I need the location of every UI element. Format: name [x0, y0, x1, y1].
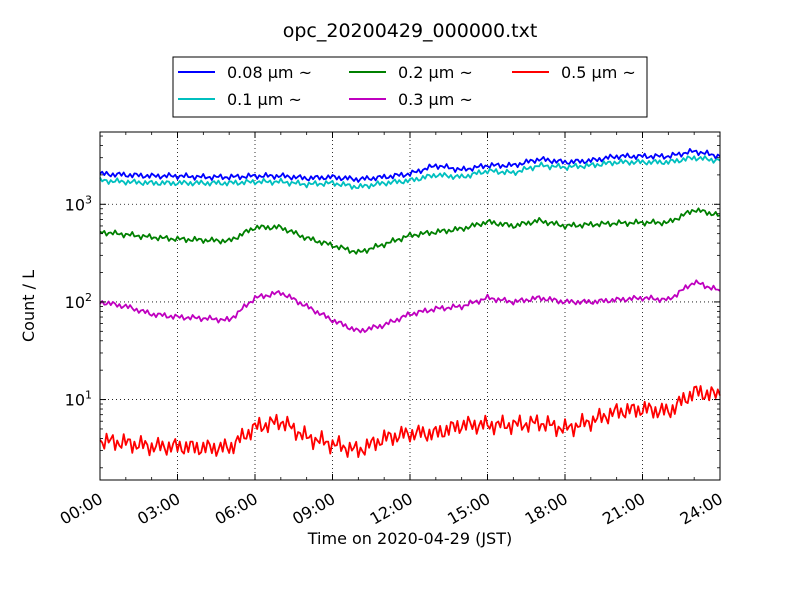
series-line-2 [99, 155, 721, 190]
series-line-1 [99, 147, 721, 183]
series-line-5 [99, 385, 721, 459]
series-line-3 [99, 207, 721, 255]
legend-box [172, 56, 648, 118]
y-tick-label: 103 [65, 193, 92, 214]
x-axis-label: Time on 2020-04-29 (JST) [307, 529, 512, 548]
legend-label: 0.2 μm ~ [398, 63, 473, 82]
y-tick-label: 101 [65, 389, 92, 410]
legend-label: 0.1 μm ~ [227, 90, 302, 109]
series-line-4 [99, 279, 721, 334]
x-tick-label: 09:00 [289, 489, 338, 529]
x-tick-label: 24:00 [677, 489, 726, 529]
chart-title: opc_20200429_000000.txt [283, 20, 538, 42]
x-tick-label: 15:00 [444, 489, 493, 529]
y-axis-label: Count / L [19, 270, 38, 342]
legend-label: 0.08 μm ~ [227, 63, 312, 82]
x-tick-label: 00:00 [57, 489, 106, 529]
grid-lines [100, 132, 720, 480]
legend-label: 0.3 μm ~ [398, 90, 473, 109]
legend-label: 0.5 μm ~ [561, 63, 636, 82]
legend: 0.08 μm ~ 0.1 μm ~ 0.2 μm ~ 0.3 μm ~ 0.5 μm … [172, 56, 648, 118]
x-tick-label: 21:00 [599, 489, 648, 529]
axis-ticks: 00:00 03:00 06:00 09:00 12:00 15:00 18:00 21:00… [57, 132, 726, 529]
y-tick-label: 102 [65, 291, 92, 312]
x-tick-label: 18:00 [522, 489, 571, 529]
x-tick-label: 06:00 [212, 489, 261, 529]
x-tick-label: 12:00 [367, 489, 416, 529]
x-tick-label: 03:00 [134, 489, 183, 529]
series-layer [99, 147, 721, 459]
